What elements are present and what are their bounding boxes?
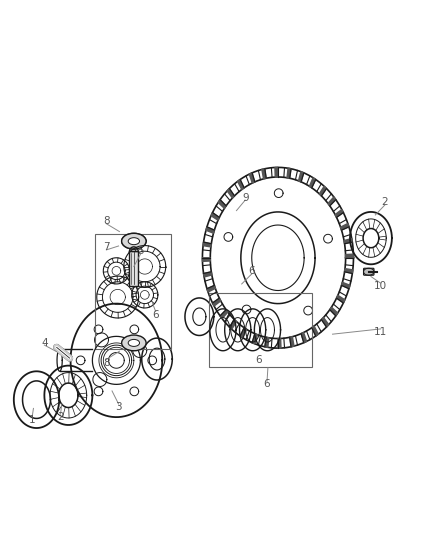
Text: 6: 6 bbox=[255, 356, 261, 365]
Text: 10: 10 bbox=[374, 281, 387, 291]
Polygon shape bbox=[211, 213, 219, 220]
Text: 11: 11 bbox=[374, 327, 387, 337]
Text: 8: 8 bbox=[103, 216, 110, 225]
Ellipse shape bbox=[128, 238, 140, 245]
Polygon shape bbox=[212, 298, 221, 306]
Ellipse shape bbox=[122, 233, 146, 249]
Text: 6: 6 bbox=[248, 266, 255, 276]
Polygon shape bbox=[336, 295, 345, 303]
Polygon shape bbox=[330, 307, 338, 316]
Polygon shape bbox=[240, 328, 247, 338]
Polygon shape bbox=[204, 272, 212, 277]
Polygon shape bbox=[345, 269, 353, 273]
Polygon shape bbox=[287, 168, 291, 178]
Text: 2: 2 bbox=[381, 197, 388, 207]
FancyBboxPatch shape bbox=[364, 268, 374, 275]
Polygon shape bbox=[344, 239, 352, 244]
Polygon shape bbox=[319, 186, 326, 196]
Polygon shape bbox=[341, 223, 349, 230]
Bar bbox=[95, 234, 171, 350]
Polygon shape bbox=[249, 173, 255, 183]
Polygon shape bbox=[278, 338, 281, 348]
Polygon shape bbox=[206, 227, 214, 233]
Polygon shape bbox=[262, 169, 266, 179]
Polygon shape bbox=[230, 320, 237, 329]
Polygon shape bbox=[301, 333, 307, 343]
Polygon shape bbox=[237, 180, 244, 190]
Polygon shape bbox=[218, 200, 226, 208]
Text: 2: 2 bbox=[57, 412, 64, 422]
Polygon shape bbox=[252, 334, 258, 344]
Text: 5: 5 bbox=[137, 246, 144, 256]
Polygon shape bbox=[321, 318, 329, 327]
Polygon shape bbox=[309, 177, 316, 188]
Polygon shape bbox=[342, 282, 350, 289]
Polygon shape bbox=[202, 258, 210, 261]
Polygon shape bbox=[207, 285, 215, 292]
Polygon shape bbox=[346, 254, 353, 258]
Text: 6: 6 bbox=[152, 310, 159, 319]
Polygon shape bbox=[275, 167, 278, 177]
Text: 1: 1 bbox=[29, 415, 35, 425]
Text: 3: 3 bbox=[115, 402, 122, 412]
Polygon shape bbox=[203, 242, 211, 247]
Polygon shape bbox=[335, 209, 343, 217]
Ellipse shape bbox=[122, 335, 146, 351]
Text: 9: 9 bbox=[242, 192, 248, 203]
Polygon shape bbox=[265, 337, 269, 348]
Bar bbox=[130, 251, 138, 286]
Ellipse shape bbox=[128, 340, 140, 346]
Polygon shape bbox=[299, 172, 304, 182]
Polygon shape bbox=[312, 326, 318, 336]
Polygon shape bbox=[328, 197, 336, 206]
Text: 8: 8 bbox=[103, 358, 110, 368]
Polygon shape bbox=[220, 310, 228, 319]
Text: 6: 6 bbox=[264, 379, 270, 390]
Polygon shape bbox=[290, 337, 294, 347]
Text: 7: 7 bbox=[103, 242, 110, 252]
Polygon shape bbox=[227, 189, 234, 198]
Text: 4: 4 bbox=[41, 338, 48, 348]
Bar bbox=[209, 293, 312, 367]
